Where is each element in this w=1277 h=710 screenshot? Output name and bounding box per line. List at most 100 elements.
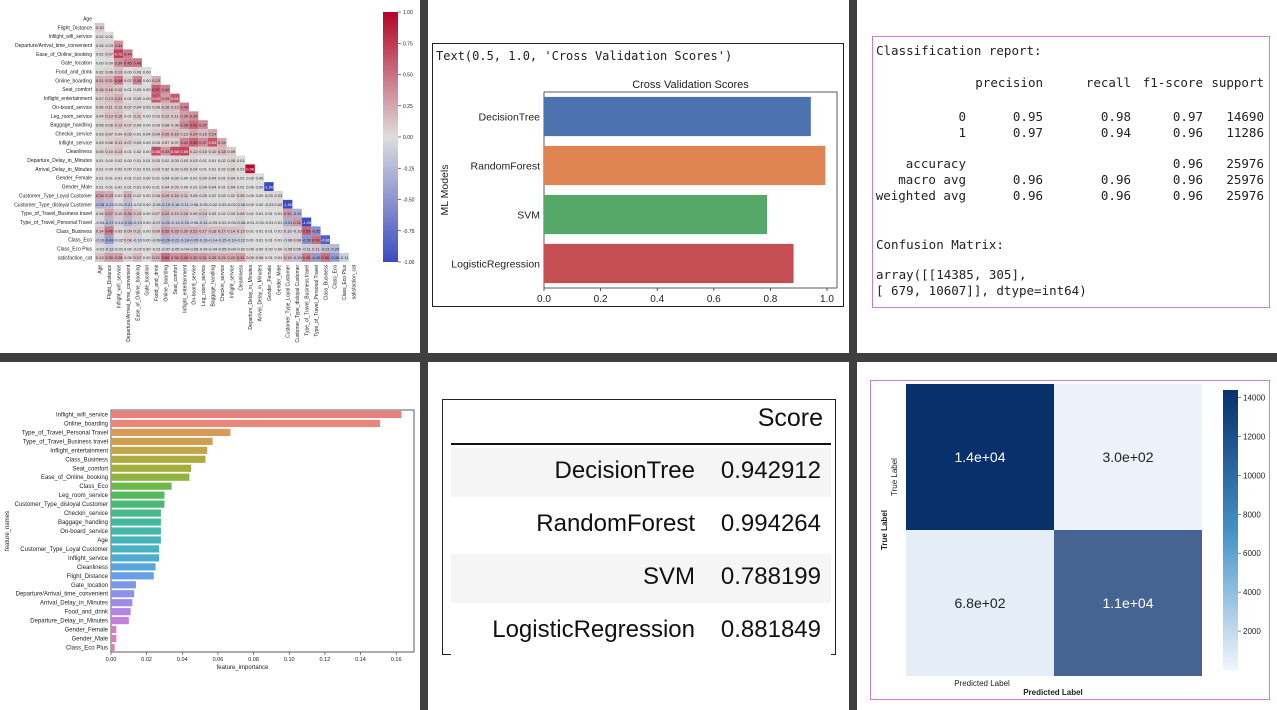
fi-category-label: Departure_Delay_in_Minutes <box>30 619 108 625</box>
heatmap-cell <box>95 182 105 191</box>
heatmap-cell <box>198 217 208 227</box>
heatmap-cell-label: 0.01 <box>246 229 255 234</box>
cv-text-output: Text(0.5, 1.0, 'Cross Validation Scores'… <box>436 49 733 63</box>
heatmap-cell-label: -0.31 <box>283 220 293 225</box>
heatmap-cell-label: -0.01 <box>152 246 162 251</box>
heatmap-row-label: Departure/Arrival_time_convenient <box>15 43 93 49</box>
fi-category-label: Class_Business <box>65 457 108 463</box>
heatmap-cell-label: 0.04 <box>227 184 236 189</box>
heatmap-col-label: Food_and_drink <box>154 264 160 301</box>
heatmap-cell-label: -0.10 <box>133 237 143 242</box>
heatmap-col-label: Class_Business <box>323 264 329 300</box>
heatmap-cell-label: 0.19 <box>171 131 180 136</box>
heatmap-cell <box>236 191 246 200</box>
heatmap-row-label: Inflight_wifi_service <box>49 34 93 40</box>
heatmap-cell-label: 0.00 <box>256 176 265 181</box>
heatmap-row-label: Ease_of_Online_booking <box>36 52 92 58</box>
heatmap-cell <box>226 235 236 245</box>
heatmap-cell-label: -0.26 <box>123 220 133 225</box>
fi-category-label: Seat_comfort <box>72 466 108 472</box>
heatmap-cell-label: 0.17 <box>199 229 208 234</box>
heatmap-cell-label: 0.05 <box>293 246 302 251</box>
heatmap-cell-label: 0.00 <box>143 96 152 101</box>
heatmap-row-label: On-board_service <box>52 105 92 111</box>
heatmap-cell <box>189 226 199 236</box>
heatmap-cell <box>132 137 142 147</box>
heatmap-cell-label: -0.11 <box>340 255 350 260</box>
heatmap-cell-label: 0.01 <box>152 184 161 189</box>
heatmap-cell <box>189 182 199 191</box>
heatmap-cell-label: 0.21 <box>115 96 124 101</box>
heatmap-cell-label: 0.06 <box>227 167 236 172</box>
heatmap-cell <box>189 129 199 138</box>
cm-colorbar-tick-label: 4000 <box>1243 588 1261 597</box>
heatmap-cell <box>95 84 105 94</box>
heatmap-cell <box>151 244 161 253</box>
report-cell-f1: 0.96 <box>1172 156 1203 171</box>
heatmap-cell <box>151 111 161 121</box>
heatmap-cell-label: 0.00 <box>256 193 265 198</box>
heatmap-cell-label: 0.35 <box>171 255 180 260</box>
heatmap-cell <box>160 182 171 191</box>
heatmap-cell-label: 0.04 <box>209 184 218 189</box>
heatmap-cell-label: 0.01 <box>115 193 124 198</box>
heatmap-cell <box>226 146 236 156</box>
heatmap-cell-label: 0.04 <box>143 131 152 136</box>
heatmap-cell <box>142 129 152 138</box>
fi-bar <box>111 437 213 445</box>
fi-bar <box>111 428 231 436</box>
heatmap-cell <box>123 182 133 191</box>
heatmap-cell <box>104 102 114 112</box>
heatmap-cell-label: 0.01 <box>265 255 274 260</box>
fi-bar <box>111 572 154 580</box>
heatmap-cell <box>236 182 246 191</box>
cv-y-axis-label: ML Models <box>439 165 451 216</box>
fi-bar <box>111 608 131 616</box>
heatmap-cell <box>198 173 208 183</box>
cv-chart-title: Cross Validation Scores <box>632 79 749 91</box>
cv-x-tick-label: 0.8 <box>763 294 777 305</box>
heatmap-cell <box>198 155 208 165</box>
fi-category-label: Gender_Female <box>65 628 109 634</box>
heatmap-cell-label: -0.23 <box>105 202 115 207</box>
confusion-matrix-panel: 1.4e+04 3.0e+02 6.8e+02 1.1e+04 14000 12000 10… <box>857 362 1277 710</box>
cm-cell <box>906 530 1054 676</box>
fi-bar <box>111 509 161 517</box>
heatmap-cell-label: 0.32 <box>190 255 199 260</box>
heatmap-row-label: Departure_Delay_in_Minutes <box>27 158 92 164</box>
cv-category-label: LogisticRegression <box>451 259 540 271</box>
heatmap-cell <box>95 252 105 262</box>
heatmap-cell <box>264 226 274 236</box>
heatmap-cell <box>132 155 142 165</box>
heatmap-cell-label: 0.45 <box>124 60 133 65</box>
report-cell-support: 25976 <box>1226 172 1264 187</box>
heatmap-cell-label: 0.23 <box>171 229 180 234</box>
heatmap-cell <box>179 226 189 236</box>
heatmap-cell <box>142 173 152 183</box>
fi-x-tick-label: 0.12 <box>320 657 331 663</box>
heatmap-cell-label: 0.17 <box>218 229 227 234</box>
heatmap-cell <box>273 244 283 253</box>
heatmap-cell-label: 0.07 <box>124 122 133 127</box>
heatmap-cell <box>179 244 189 253</box>
heatmap-cell <box>123 252 133 262</box>
heatmap-cell-label: -0.01 <box>95 246 105 251</box>
heatmap-cell <box>151 191 161 200</box>
heatmap-row-label: Baggage_handling <box>50 123 92 129</box>
heatmap-cell <box>226 208 236 218</box>
fi-category-label: Age <box>97 538 108 544</box>
heatmap-cell-label: 0.02 <box>162 158 171 163</box>
heatmap-cell <box>160 137 171 147</box>
heatmap-cell <box>236 155 246 165</box>
confusion-matrix-heatmap: 1.4e+04 3.0e+02 6.8e+02 1.1e+04 14000 12000 10… <box>880 384 1266 697</box>
heatmap-cell <box>207 226 218 236</box>
heatmap-cell-label: 0.01 <box>274 255 283 260</box>
heatmap-cell-label: -0.50 <box>302 237 312 242</box>
heatmap-cell <box>104 217 114 227</box>
heatmap-cell <box>142 182 152 191</box>
heatmap-cell-label: 0.01 <box>124 149 133 154</box>
heatmap-cell-label: 0.34 <box>115 43 124 48</box>
heatmap-cell <box>142 226 152 236</box>
heatmap-cell-label: 0.02 <box>96 52 105 57</box>
colorbar-tick-label: 0.00 <box>403 135 413 141</box>
